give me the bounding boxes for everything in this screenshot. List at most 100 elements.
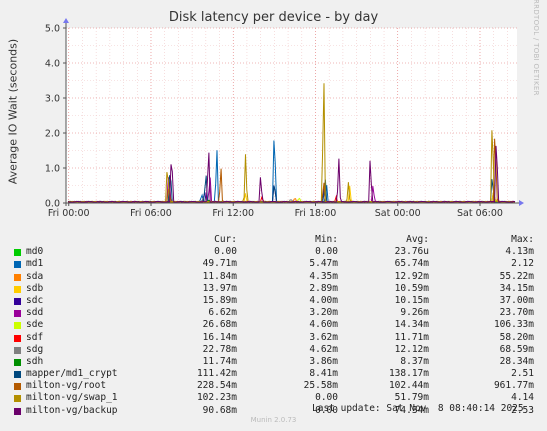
legend-cur: 11.84m [202, 270, 237, 282]
legend-max: 37.00m [499, 294, 534, 306]
y-axis-arrow [63, 18, 69, 23]
legend-max: 55.22m [499, 270, 534, 282]
legend-max: 2.51 [511, 368, 534, 380]
legend-max: 961.77m [493, 380, 534, 392]
legend-avg: 65.74m [394, 258, 429, 270]
legend-row: sdg 22.78m 4.62m 12.12m 68.59m [14, 344, 539, 356]
legend-name: sda [26, 270, 44, 282]
legend-avg: 74.34m [394, 404, 429, 416]
legend-cur: 11.74m [202, 355, 237, 367]
legend-name: md0 [26, 246, 44, 258]
legend-min: 3.20m [309, 307, 338, 319]
y-tick-label: 1.0 [45, 164, 60, 175]
legend-row: sdb 13.97m 2.89m 10.59m 34.15m [14, 283, 539, 295]
legend-swatch [14, 310, 21, 318]
legend-cur: 6.62m [208, 307, 237, 319]
legend-min: 3.62m [309, 331, 338, 343]
last-update: Last update: Sat Nov 8 08:40:14 2025 [312, 403, 524, 414]
legend-name: sdb [26, 282, 44, 294]
legend-cur: 111.42m [196, 368, 237, 380]
legend-row: milton-vg/swap_1 102.23m 0.00 51.79m 4.14 [14, 392, 539, 404]
x-tick-label: Sat 00:00 [375, 208, 421, 219]
legend-row: sde 26.68m 4.60m 14.34m 106.33m [14, 319, 539, 331]
legend-name: sdf [26, 331, 44, 343]
y-tick-label: 2.0 [45, 129, 60, 140]
legend-min: 0.00 [315, 404, 338, 416]
legend-row: sdh 11.74m 3.86m 8.37m 28.34m [14, 356, 539, 368]
chart-title: Disk latency per device - by day [168, 10, 379, 25]
legend-row: sda 11.84m 4.35m 12.92m 55.22m [14, 271, 539, 283]
legend-min: 0.00 [315, 246, 338, 258]
legend-avg: 23.76u [394, 246, 429, 258]
legend-table: Cur: Min: Avg: Max: md0 0.00 0.00 23.76u 4.1… [14, 234, 539, 417]
legend-min: 8.41m [309, 368, 338, 380]
legend-rows: md0 0.00 0.00 23.76u 4.13m md1 49.71m 5.47m 65.7… [14, 246, 539, 417]
legend-name: sdc [26, 294, 44, 306]
legend-swatch [14, 273, 21, 281]
legend-header-max: Max: [511, 234, 534, 245]
legend-min: 4.00m [309, 294, 338, 306]
legend-max: 4.13m [505, 246, 534, 258]
legend-row: sdf 16.14m 3.62m 11.71m 58.20m [14, 332, 539, 344]
series-line [67, 145, 516, 204]
legend-row: milton-vg/root 228.54m 25.58m 102.44m 961.77… [14, 380, 539, 392]
legend-swatch [14, 346, 21, 354]
legend-name: sdg [26, 343, 44, 355]
legend-avg: 11.71m [394, 331, 429, 343]
legend-cur: 16.14m [202, 331, 237, 343]
y-axis-label: Average IO Wait (seconds) [6, 38, 20, 185]
x-tick-label: Fri 18:00 [295, 208, 337, 219]
legend-min: 3.86m [309, 355, 338, 367]
legend-name: sdd [26, 307, 44, 319]
legend-min: 0.00 [315, 392, 338, 404]
legend-min: 2.89m [309, 282, 338, 294]
legend-avg: 10.59m [394, 282, 429, 294]
legend-cur: 15.89m [202, 294, 237, 306]
legend-avg: 9.26m [400, 307, 429, 319]
legend-cur: 26.68m [202, 319, 237, 331]
legend-max: 68.59m [499, 343, 534, 355]
legend-header-cur: Cur: [214, 234, 237, 245]
legend-min: 25.58m [303, 380, 338, 392]
legend-name: sdh [26, 355, 44, 367]
legend-max: 106.33m [493, 319, 534, 331]
legend-swatch [14, 249, 21, 257]
legend-swatch [14, 395, 21, 403]
legend-swatch [14, 334, 21, 342]
rrdtool-credit: RRDTOOL / TOBI OETIKER [532, 0, 540, 96]
legend-cur: 22.78m [202, 343, 237, 355]
legend-swatch [14, 285, 21, 293]
legend-row: md0 0.00 0.00 23.76u 4.13m [14, 246, 539, 258]
legend-cur: 102.23m [196, 392, 237, 404]
legend-swatch [14, 322, 21, 330]
legend-header: Cur: Min: Avg: Max: [14, 234, 539, 246]
x-tick-label: Fri 00:00 [48, 208, 90, 219]
legend-header-avg: Avg: [406, 234, 429, 245]
legend-swatch [14, 371, 21, 379]
legend-max: 2.12 [511, 258, 534, 270]
legend-min: 4.62m [309, 343, 338, 355]
y-tick-label: 0.0 [45, 199, 60, 210]
legend-avg: 12.92m [394, 270, 429, 282]
legend-avg: 102.44m [388, 380, 429, 392]
legend-max: 34.15m [499, 282, 534, 294]
legend-min: 4.60m [309, 319, 338, 331]
legend-avg: 138.17m [388, 368, 429, 380]
legend-avg: 8.37m [400, 355, 429, 367]
x-tick-label: Fri 06:00 [130, 208, 172, 219]
legend-row: milton-vg/backup 90.68m 0.00 74.34m 2.53 [14, 405, 539, 417]
x-tick-label: Fri 12:00 [212, 208, 254, 219]
legend-cur: 13.97m [202, 282, 237, 294]
legend-swatch [14, 358, 21, 366]
legend-cur: 0.00 [214, 246, 237, 258]
legend-min: 4.35m [309, 270, 338, 282]
munin-version: Munin 2.0.73 [250, 416, 297, 424]
y-tick-label: 5.0 [45, 24, 60, 35]
legend-name: milton-vg/root [26, 380, 107, 392]
legend-row: sdd 6.62m 3.20m 9.26m 23.70m [14, 307, 539, 319]
legend-max: 2.53 [511, 404, 534, 416]
legend-name: milton-vg/swap_1 [26, 392, 118, 404]
legend-row: sdc 15.89m 4.00m 10.15m 37.00m [14, 295, 539, 307]
y-tick-label: 4.0 [45, 59, 60, 70]
